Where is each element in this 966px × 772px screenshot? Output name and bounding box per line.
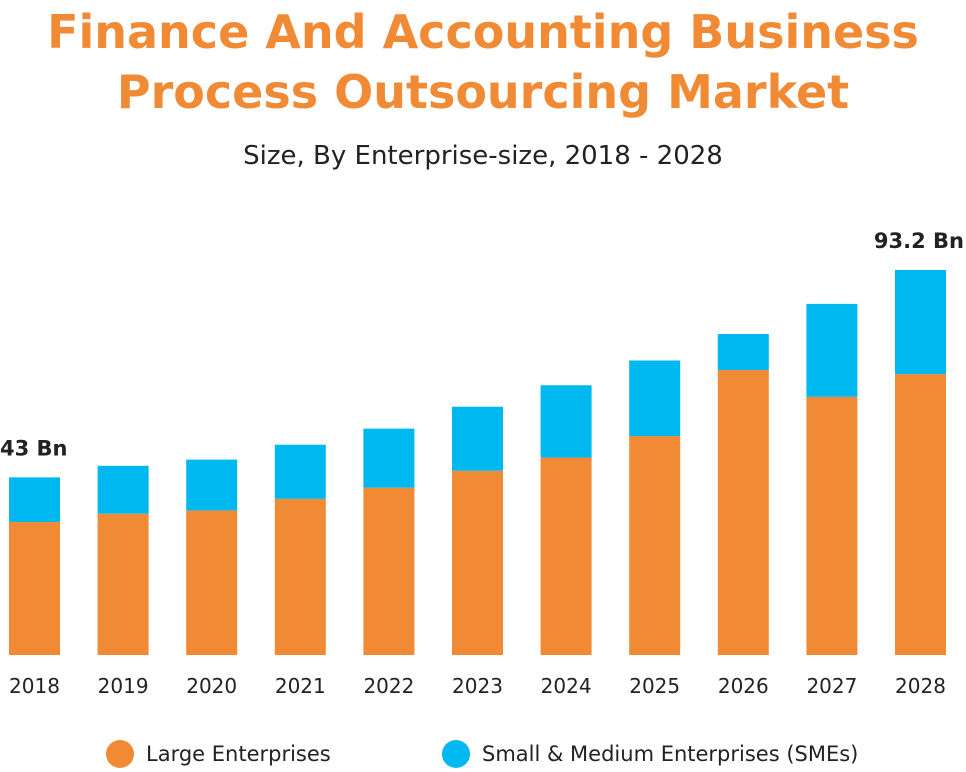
bar-2025-small-medium-enterprises-smes	[629, 360, 681, 437]
bar-2019-large-enterprises	[97, 513, 149, 655]
x-tick-label-2020: 2020	[186, 674, 237, 698]
legend-item-smes: Small & Medium Enterprises (SMEs)	[442, 736, 858, 772]
bar-2028-large-enterprises	[895, 374, 946, 655]
bar-2020-small-medium-enterprises-smes	[186, 459, 238, 511]
chart-title: Finance And Accounting Business Process …	[0, 2, 966, 122]
x-tick-label-2027: 2027	[806, 674, 857, 698]
x-tick-label-2022: 2022	[363, 674, 414, 698]
legend-label-large-enterprises: Large Enterprises	[146, 742, 331, 766]
legend-label-smes: Small & Medium Enterprises (SMEs)	[482, 742, 859, 766]
legend-swatch-large-enterprises	[106, 740, 134, 768]
legend-swatch-smes	[442, 740, 470, 768]
bar-2022-small-medium-enterprises-smes	[363, 428, 415, 488]
x-tick-label-2026: 2026	[718, 674, 769, 698]
chart-title-line-2: Process Outsourcing Market	[116, 65, 850, 119]
stacked-bar-chart: 2018 2019 2020 2021 2022 2023 2024 2025 2026 2027…	[0, 229, 964, 698]
x-tick-label-2028: 2028	[895, 674, 946, 698]
bar-2019-small-medium-enterprises-smes	[97, 465, 149, 514]
x-tick-label-2019: 2019	[98, 674, 149, 698]
x-tick-label-2021: 2021	[275, 674, 326, 698]
x-tick-label-2025: 2025	[629, 674, 680, 698]
bar-2023-small-medium-enterprises-smes	[452, 406, 503, 471]
bar-2025-large-enterprises	[629, 436, 681, 655]
bar-2026-small-medium-enterprises-smes	[717, 334, 769, 370]
legend-item-large-enterprises: Large Enterprises	[106, 736, 331, 772]
x-tick-label-2018: 2018	[9, 674, 60, 698]
bar-2018-small-medium-enterprises-smes	[9, 477, 60, 522]
chart-title-line-1: Finance And Accounting Business	[47, 5, 919, 59]
bar-2027-large-enterprises	[806, 396, 858, 655]
bar-2021-large-enterprises	[274, 498, 326, 655]
bar-2024-small-medium-enterprises-smes	[540, 385, 592, 458]
bar-2020-large-enterprises	[186, 510, 238, 655]
bar-2022-large-enterprises	[363, 487, 415, 655]
bar-2026-large-enterprises	[717, 369, 769, 655]
bar-2028-small-medium-enterprises-smes	[895, 270, 946, 375]
bar-2024-large-enterprises	[540, 457, 592, 655]
bar-2018-large-enterprises	[9, 521, 60, 655]
bar-2023-large-enterprises	[452, 470, 503, 655]
bar-2021-small-medium-enterprises-smes	[274, 444, 326, 499]
data-label-2028-total: 93.2 Bn	[874, 229, 964, 253]
bar-2027-small-medium-enterprises-smes	[806, 303, 858, 397]
data-label-2018-total: 43 Bn	[0, 436, 68, 460]
x-tick-label-2024: 2024	[541, 674, 592, 698]
chart-subtitle: Size, By Enterprise-size, 2018 - 2028	[243, 141, 723, 171]
x-tick-label-2023: 2023	[452, 674, 503, 698]
